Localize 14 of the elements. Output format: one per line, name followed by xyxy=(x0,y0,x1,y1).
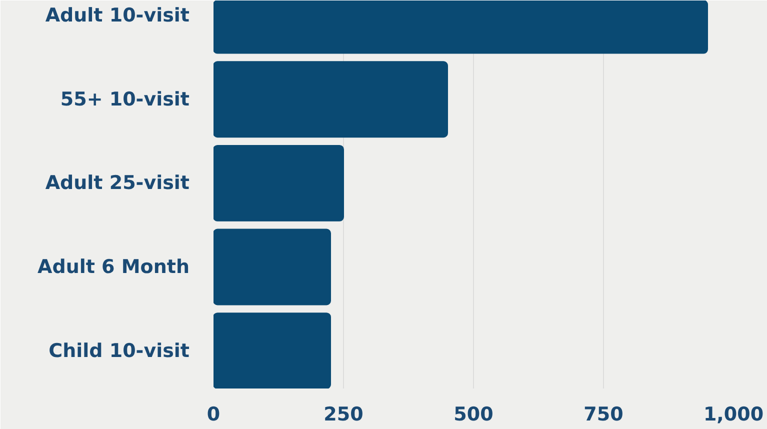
x-tick-label: 0 xyxy=(206,404,220,426)
y-tick-label: Adult 10-visit xyxy=(45,4,190,27)
y-tick-label: Adult 25-visit xyxy=(45,172,190,194)
bar xyxy=(214,61,448,138)
bar xyxy=(214,228,331,306)
y-tick-label: Child 10-visit xyxy=(48,340,190,362)
x-tick-label: 500 xyxy=(454,404,494,426)
x-tick-label: 1,000 xyxy=(703,404,764,426)
bar xyxy=(214,144,344,222)
x-tick-label: 750 xyxy=(584,404,624,426)
y-tick-label: 55+ 10-visit xyxy=(60,88,190,110)
bar xyxy=(214,312,331,388)
y-tick-label: Adult 6 Month xyxy=(38,256,190,278)
x-tick-label: 250 xyxy=(324,404,364,426)
